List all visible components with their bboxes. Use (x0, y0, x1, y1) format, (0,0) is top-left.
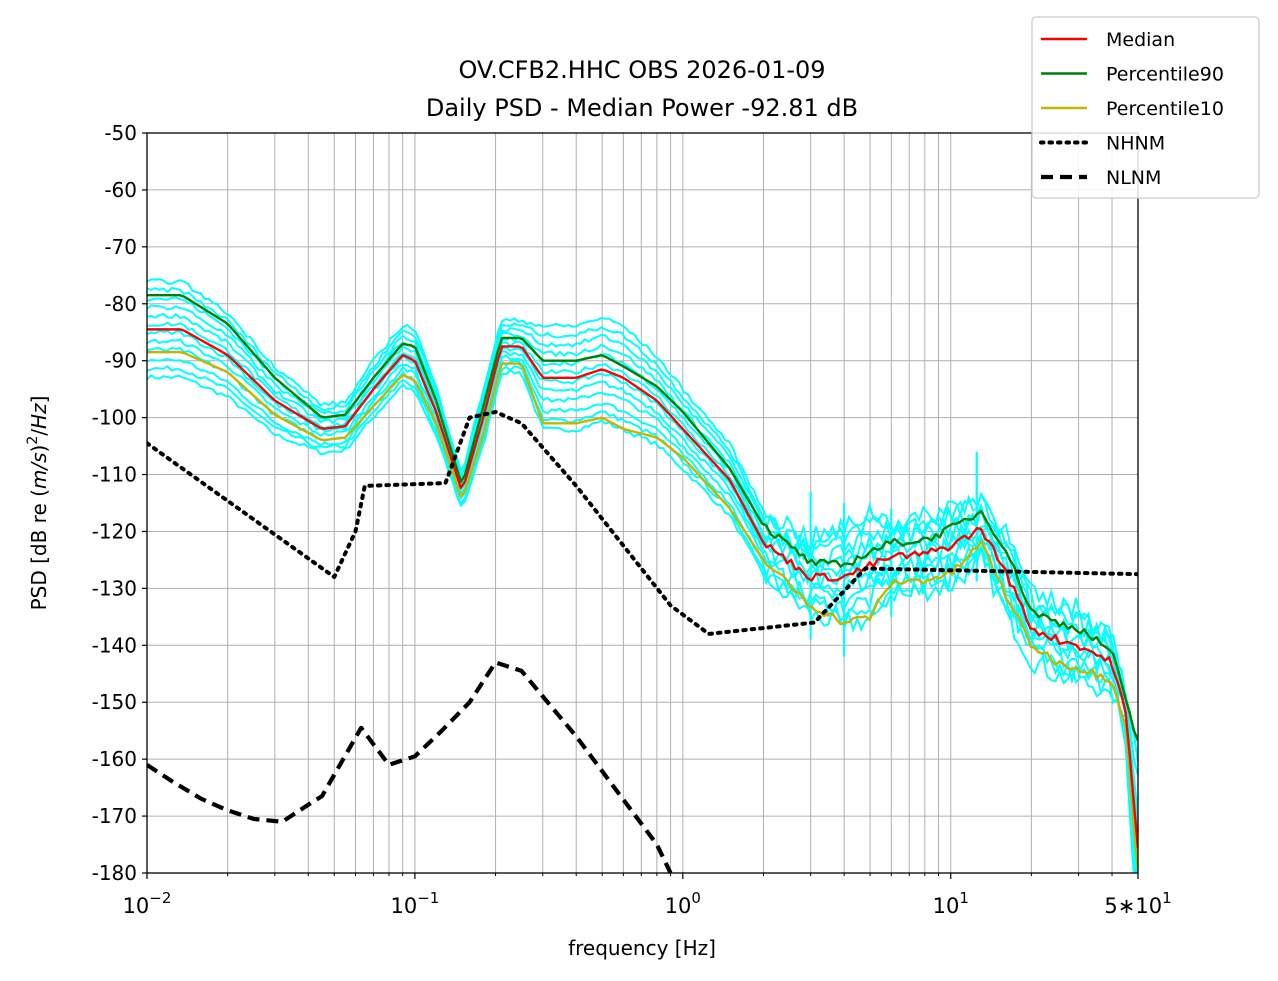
y-tick-label: -100 (92, 406, 137, 430)
y-axis-label: PSD [dB re (m/s)2/Hz] (25, 396, 51, 611)
legend-label-nhnm: NHNM (1106, 133, 1165, 155)
series-line-percentile10 (147, 350, 1138, 871)
y-tick-label: -110 (92, 463, 137, 487)
legend: Median Percentile90 Percentile10 NHNM NLNM (1031, 16, 1260, 199)
hourly-psd-band (147, 278, 1138, 873)
legend-label-nlnm: NLNM (1106, 167, 1161, 189)
legend-items: Median Percentile90 Percentile10 NHNM NLNM (1039, 29, 1224, 189)
y-tick-label: -90 (104, 349, 137, 373)
hourly-psd-curve (147, 286, 1138, 762)
y-tick-label: -150 (92, 690, 137, 714)
y-tick-label: -60 (104, 178, 137, 202)
chart-subtitle: Daily PSD - Median Power -92.81 dB (426, 94, 858, 122)
x-axis-ticks: 10−2 10−1 100 101 5∗101 (123, 873, 1172, 918)
series-line-percentile90 (147, 294, 1138, 742)
y-tick-label: -120 (92, 519, 137, 543)
x-tick-label: 100 (665, 889, 701, 918)
x-tick-label: 101 (933, 889, 969, 918)
y-tick-label: -130 (92, 576, 137, 600)
hourly-psd-curve (147, 338, 1138, 869)
legend-box (1031, 16, 1260, 199)
series-line-nlnm (147, 660, 673, 873)
series-line-median (147, 328, 1138, 849)
y-tick-label: -180 (92, 861, 137, 885)
x-axis-label: frequency [Hz] (568, 936, 716, 960)
series-layer (147, 294, 1138, 873)
x-tick-label: 10−1 (390, 889, 439, 918)
y-tick-label: -80 (104, 292, 137, 316)
hourly-psd-curve (147, 365, 1136, 873)
y-tick-label: -170 (92, 804, 137, 828)
plot-area (147, 133, 1138, 873)
hourly-psd-curve (147, 321, 1138, 830)
legend-label-percentile10: Percentile10 (1106, 98, 1224, 120)
y-tick-label: -50 (104, 121, 137, 145)
chart-title: OV.CFB2.HHC OBS 2026-01-09 (458, 56, 825, 84)
y-axis-ticks: -50 -60 -70 -80 -90 -100 -110 -120 -130 -140 -150 -… (92, 121, 147, 885)
y-tick-label: -140 (92, 633, 137, 657)
x-tick-label: 10−2 (123, 889, 172, 918)
series-line-nhnm (147, 409, 1138, 636)
hourly-psd-curve (147, 278, 1138, 762)
plot-frame (146, 132, 1139, 874)
hourly-psd-curve (147, 312, 1138, 832)
y-tick-label: -160 (92, 747, 137, 771)
y-tick-label: -70 (104, 235, 137, 259)
grid (146, 132, 1139, 874)
legend-label-percentile90: Percentile90 (1106, 64, 1224, 86)
x-tick-label: 5∗101 (1104, 889, 1171, 918)
hourly-psd-curve (147, 346, 1138, 873)
legend-label-median: Median (1106, 29, 1175, 51)
